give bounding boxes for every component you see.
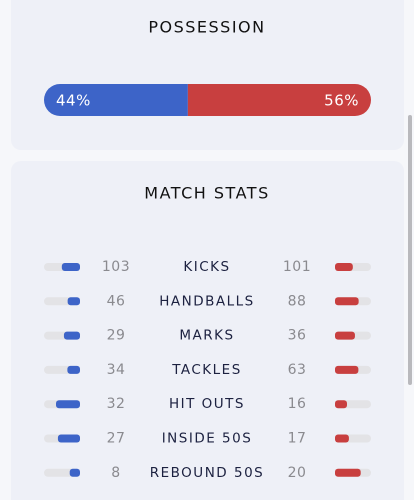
home-value: 8 — [111, 465, 120, 481]
stat-label: KICKS — [183, 259, 230, 275]
home-bar — [67, 365, 80, 374]
home-value: 27 — [107, 431, 126, 447]
stat-label: MARKS — [179, 328, 234, 344]
away-bar — [335, 400, 347, 409]
possession-away-bar — [187, 84, 371, 116]
stat-label: HANDBALLS — [159, 293, 255, 309]
away-bar — [335, 297, 359, 306]
away-value: 101 — [283, 259, 311, 275]
away-bar — [335, 263, 353, 271]
home-bar — [61, 263, 80, 271]
possession-away-label: 56% — [324, 92, 359, 110]
possession-title: POSSESSION — [148, 18, 265, 37]
home-value: 29 — [107, 328, 126, 344]
stat-label: REBOUND 50S — [150, 465, 264, 481]
away-bar — [335, 331, 355, 340]
home-value: 46 — [107, 293, 126, 309]
stat-label: TACKLES — [171, 362, 242, 378]
home-value: 34 — [107, 362, 126, 378]
away-value: 16 — [288, 396, 307, 412]
away-value: 20 — [288, 465, 307, 481]
stat-label: HIT OUTS — [169, 396, 245, 412]
home-bar — [56, 400, 80, 409]
home-value: 103 — [102, 259, 130, 275]
away-value: 63 — [288, 362, 307, 378]
stat-label: INSIDE 50S — [162, 431, 253, 447]
possession-home-bar — [44, 84, 188, 116]
away-value: 36 — [288, 328, 307, 344]
away-value: 17 — [288, 431, 307, 447]
away-bar — [335, 365, 359, 374]
away-bar — [335, 434, 349, 443]
home-bar — [63, 331, 80, 340]
home-bar — [67, 297, 80, 306]
home-bar — [69, 468, 80, 477]
away-value: 88 — [288, 293, 307, 309]
away-bar — [335, 468, 361, 477]
home-value: 32 — [107, 396, 126, 412]
stats-title: MATCH STATS — [144, 184, 269, 203]
home-bar — [57, 434, 80, 443]
possession-home-label: 44% — [56, 92, 91, 110]
scrollbar — [408, 115, 412, 385]
stats-card — [11, 161, 404, 500]
